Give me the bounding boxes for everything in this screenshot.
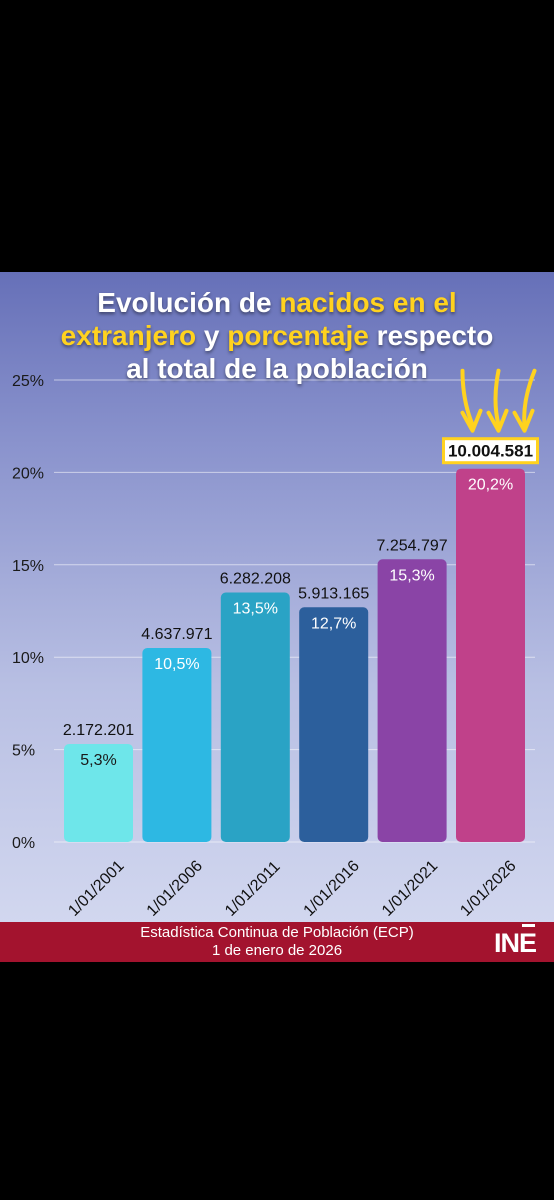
bar (456, 468, 525, 842)
title-text: Evolución de (97, 287, 280, 318)
bar-count-label: 7.254.797 (377, 537, 448, 554)
title-line-1: Evolución de nacidos en el (0, 286, 554, 319)
arrow-icon (460, 408, 483, 433)
y-tick-label: 5% (12, 743, 35, 760)
bar (142, 647, 212, 842)
source-footer: Estadística Continua de Población (ECP) … (0, 922, 554, 962)
title-text: respecto (368, 320, 494, 351)
ine-logo-macron (522, 924, 535, 927)
highlight-box (442, 437, 539, 465)
title-line-3: al total de la población (126, 353, 428, 384)
x-tick-label: 1/01/2021 (379, 857, 441, 919)
bar-count-label: 2.172.201 (63, 722, 134, 739)
y-tick-label: 10% (12, 650, 44, 667)
chart-title: Evolución de nacidos en el extranjero y … (0, 286, 554, 385)
bar-value-label: 10,5% (154, 656, 199, 673)
bar-value-label: 5,3% (80, 752, 116, 769)
bar (299, 607, 369, 842)
arrow-icon (512, 408, 535, 433)
x-tick-label: 1/01/2026 (457, 857, 519, 919)
bar-value-label: 20,2% (468, 477, 513, 494)
infographic-card: Evolución de nacidos en el extranjero y … (0, 272, 554, 962)
y-tick-label: 0% (12, 835, 35, 852)
source-line-2: 1 de enero de 2026 (211, 942, 343, 959)
arrow-icon (522, 368, 537, 427)
x-tick-label: 1/01/2011 (222, 858, 284, 920)
source-line-1: Estadística Continua de Población (ECP) (140, 924, 414, 941)
bar-count-label: 4.637.971 (141, 626, 212, 643)
top-black-bar (0, 0, 554, 272)
bar-count-label: 6.282.208 (220, 571, 291, 588)
bar-value-label: 13,5% (233, 601, 278, 618)
x-tick-label: 1/01/2016 (301, 857, 363, 919)
bottom-black-bar (0, 962, 554, 1200)
y-tick-label: 15% (12, 558, 44, 575)
bar-value-label: 12,7% (311, 615, 356, 632)
bar (220, 592, 290, 842)
x-tick-label: 1/01/2006 (144, 857, 206, 919)
title-highlight: porcentaje (227, 320, 369, 351)
title-highlight: extranjero (60, 320, 197, 351)
bar-value-label: 15,3% (389, 567, 434, 584)
y-tick-label: 20% (12, 465, 44, 482)
ine-logo: INE (493, 928, 537, 958)
bar (377, 559, 447, 842)
bar-count-label: 10.004.581 (448, 442, 533, 461)
arrow-icon (486, 408, 509, 433)
bar (64, 744, 133, 842)
arrow-icon (493, 368, 501, 427)
title-line-2: extranjero y porcentaje respecto (0, 319, 554, 352)
title-text: y (196, 320, 228, 351)
bar-count-label: 5.913.165 (298, 585, 369, 602)
title-highlight: nacidos en el (279, 287, 457, 318)
y-tick-label: 25% (12, 373, 44, 390)
arrow-icon (460, 368, 475, 427)
x-tick-label: 1/01/2001 (65, 857, 127, 919)
bar-chart: 0% 5% 10% 15% 20% 25% 5,3% 2.172.201 1/01/2001 10… (12, 368, 539, 920)
